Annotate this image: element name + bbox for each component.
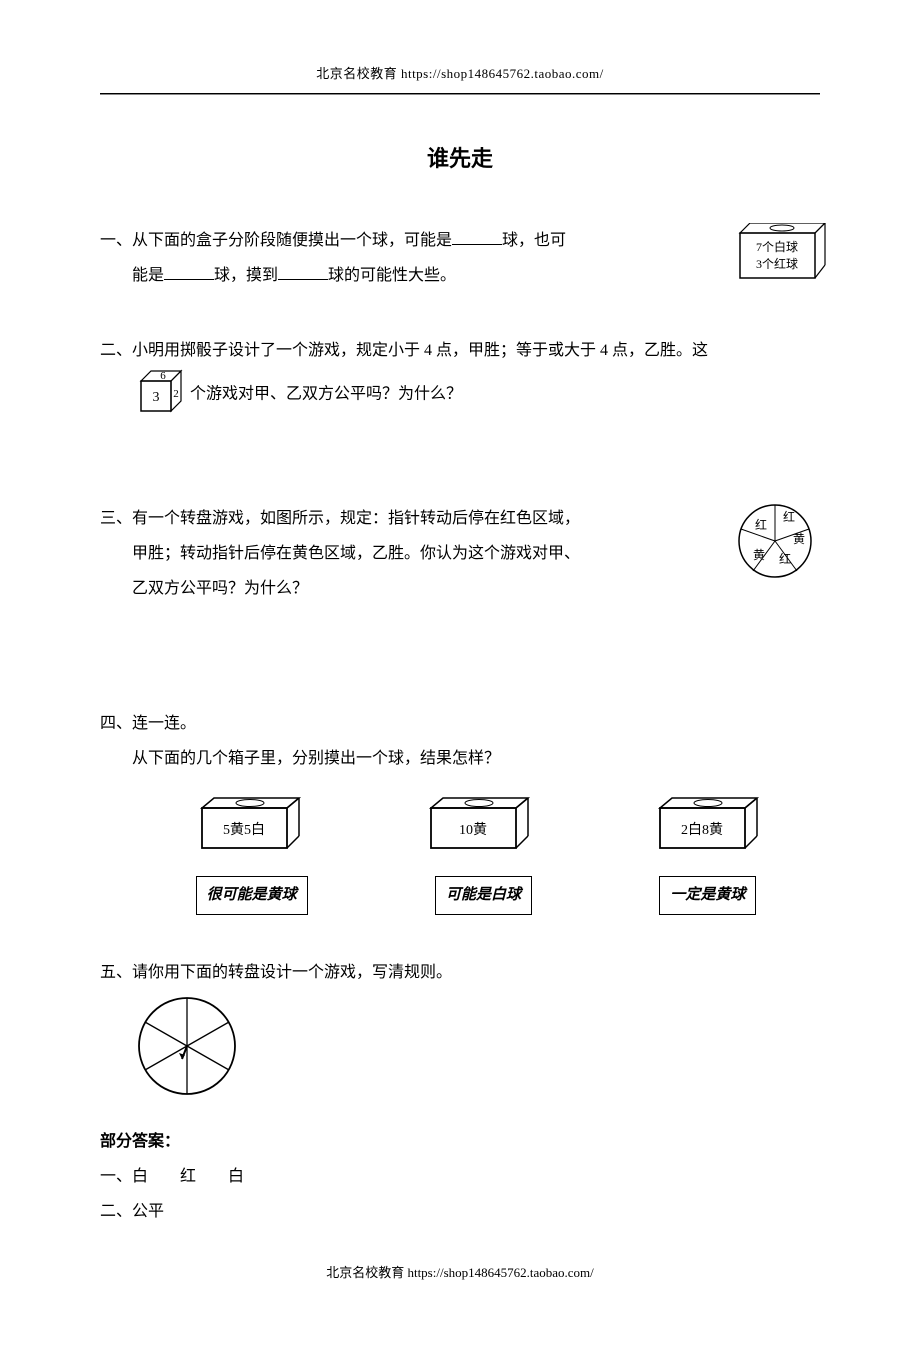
svg-text:黄: 黄	[753, 548, 765, 562]
question-1: 一、从下面的盒子分阶段随便摸出一个球，可能是 球，也可 能是 球，摸到 球的可能性大些…	[100, 223, 820, 293]
svg-text:3: 3	[153, 390, 160, 405]
q5-prefix: 五、	[100, 964, 132, 981]
q5-text: 请你用下面的转盘设计一个游戏，写清规则。	[132, 964, 452, 981]
answer-1-prefix: 一、	[100, 1168, 132, 1185]
q4-label-2: 可能是白球	[435, 876, 532, 915]
footer-url: 北京名校教育 https://shop148645762.taobao.com/	[100, 1259, 820, 1288]
q3-text-c: 乙双方公平吗？为什么？	[132, 580, 308, 597]
answers-title: 部分答案：	[100, 1124, 820, 1159]
q4-box-1: 5黄5白	[187, 796, 307, 856]
svg-text:2白8黄: 2白8黄	[681, 821, 723, 838]
q3-prefix: 三、	[100, 510, 132, 527]
svg-text:黄: 黄	[793, 532, 805, 546]
dice-diagram: 6 3 2	[136, 369, 186, 421]
answers-section: 部分答案： 一、白 红 白 二、公平	[100, 1124, 820, 1230]
q1-box-line1: 7个白球	[756, 239, 798, 254]
q1-prefix: 一、	[100, 232, 132, 249]
header-divider	[100, 93, 820, 95]
q4-box-3: 2白8黄	[645, 796, 765, 856]
svg-text:红: 红	[755, 517, 767, 532]
svg-text:10黄: 10黄	[459, 821, 487, 838]
q3-text-b: 甲胜；转动指针后停在黄色区域，乙胜。你认为这个游戏对甲、	[132, 545, 580, 562]
q2-text-b: 个游戏对甲、乙双方公平吗？为什么？	[190, 385, 462, 402]
question-5: 五、请你用下面的转盘设计一个游戏，写清规则。	[100, 955, 820, 1113]
page-title: 谁先走	[100, 135, 820, 183]
q2-text-a: 小明用掷骰子设计了一个游戏，规定小于 4 点，甲胜；等于或大于 4 点，乙胜。这	[132, 342, 708, 359]
svg-text:红: 红	[783, 509, 795, 524]
q5-spinner-diagram	[132, 991, 820, 1114]
answer-2-value: 公平	[132, 1203, 164, 1220]
q1-blank-2[interactable]	[164, 264, 214, 280]
svg-text:6: 6	[160, 370, 166, 382]
q1-text-d: 球，摸到	[214, 267, 278, 284]
svg-text:红: 红	[779, 551, 791, 566]
q1-text-c: 能是	[132, 267, 164, 284]
q1-text-a: 从下面的盒子分阶段随便摸出一个球，可能是	[132, 232, 452, 249]
q1-text-e: 球的可能性大些。	[328, 267, 456, 284]
q1-blank-1[interactable]	[452, 229, 502, 245]
q4-boxes-row: 5黄5白 10黄 2白8黄	[132, 796, 820, 856]
q4-labels-row: 很可能是黄球 可能是白球 一定是黄球	[132, 876, 820, 915]
q3-spinner-diagram: 红 红 黄 红 黄	[735, 501, 820, 594]
q3-text-a: 有一个转盘游戏，如图所示，规定：指针转动后停在红色区域，	[132, 510, 580, 527]
q1-box-line2: 3个红球	[756, 256, 798, 271]
q4-label-3: 一定是黄球	[659, 876, 756, 915]
q2-prefix: 二、	[100, 342, 132, 359]
answer-2-prefix: 二、	[100, 1203, 132, 1220]
q1-box-diagram: 7个白球 3个红球	[730, 223, 830, 296]
q4-title: 连一连。	[132, 715, 196, 732]
question-2: 二、小明用掷骰子设计了一个游戏，规定小于 4 点，甲胜；等于或大于 4 点，乙胜…	[100, 333, 820, 420]
header-url: 北京名校教育 https://shop148645762.taobao.com/	[100, 60, 820, 89]
question-3: 三、有一个转盘游戏，如图所示，规定：指针转动后停在红色区域， 甲胜；转动指针后停…	[100, 501, 820, 607]
q1-blank-3[interactable]	[278, 264, 328, 280]
svg-text:2: 2	[173, 388, 179, 400]
q4-label-1: 很可能是黄球	[196, 876, 308, 915]
svg-text:5黄5白: 5黄5白	[223, 821, 265, 838]
q4-box-2: 10黄	[416, 796, 536, 856]
q4-subtitle: 从下面的几个箱子里，分别摸出一个球，结果怎样？	[132, 750, 500, 767]
question-4: 四、连一连。 从下面的几个箱子里，分别摸出一个球，结果怎样？ 5黄5白 10黄	[100, 706, 820, 915]
answer-1-values: 白 红 白	[132, 1168, 244, 1185]
q4-prefix: 四、	[100, 715, 132, 732]
q1-text-b: 球，也可	[502, 232, 566, 249]
